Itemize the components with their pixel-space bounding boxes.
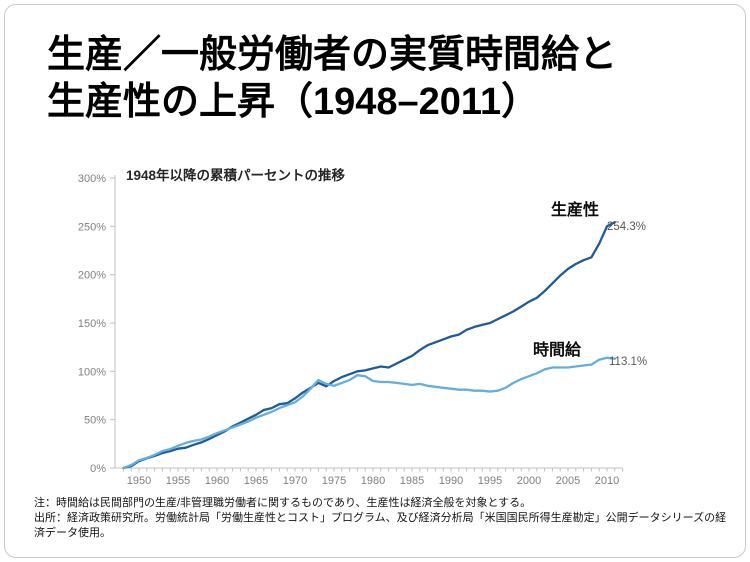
chart-subtitle: 1948年以降の累積パーセントの推移 (126, 168, 346, 183)
y-tick-label: 300% (78, 173, 106, 185)
productivity-series-label: 生産性 (551, 202, 600, 219)
x-tick-label: 1960 (205, 475, 229, 487)
footnote-source: 出所：経済政策研究所。労働統計局「労働生産性とコスト」プログラム、及び経済分析局… (34, 512, 727, 539)
x-tick-label: 2005 (556, 475, 580, 487)
footnotes: 注：時間給は民間部門の生産/非管理職労働者に関するものであり、生産性は経済全般を… (34, 496, 734, 541)
y-tick-label: 200% (78, 270, 106, 282)
productivity-line (122, 221, 616, 470)
x-tick-label: 1985 (400, 475, 424, 487)
slide-title-line2: 生産性の上昇（1948–2011） (47, 81, 540, 123)
x-tick-label: 2000 (517, 475, 541, 487)
x-tick-label: 1975 (322, 475, 346, 487)
hourly-wage-line (122, 356, 616, 470)
slide-title-line1: 生産／一般労働者の実質時間給と (47, 34, 618, 76)
y-tick-label: 150% (78, 318, 106, 330)
x-tick-label: 1990 (439, 475, 463, 487)
y-tick-label: 0% (90, 463, 106, 475)
y-tick-label: 50% (84, 415, 106, 427)
footnote-note: 注：時間給は民間部門の生産/非管理職労働者に関するものであり、生産性は経済全般を… (34, 497, 532, 509)
productivity-end-value: 254.3% (607, 221, 647, 233)
x-tick-label: 1980 (361, 475, 385, 487)
x-tick-label: 1950 (127, 475, 151, 487)
hourly-wage-end-value: 113.1% (609, 356, 648, 368)
x-tick-label: 1995 (478, 475, 502, 487)
hourly-wage-series-label: 時間給 (533, 342, 582, 359)
y-tick-label: 100% (78, 366, 106, 378)
y-tick-label: 250% (78, 221, 106, 233)
x-tick-label: 2010 (595, 475, 619, 487)
x-tick-label: 1955 (166, 475, 190, 487)
x-tick-label: 1970 (283, 475, 307, 487)
slide-title: 生産／一般労働者の実質時間給と 生産性の上昇（1948–2011） (47, 32, 707, 126)
x-tick-label: 1965 (244, 475, 268, 487)
